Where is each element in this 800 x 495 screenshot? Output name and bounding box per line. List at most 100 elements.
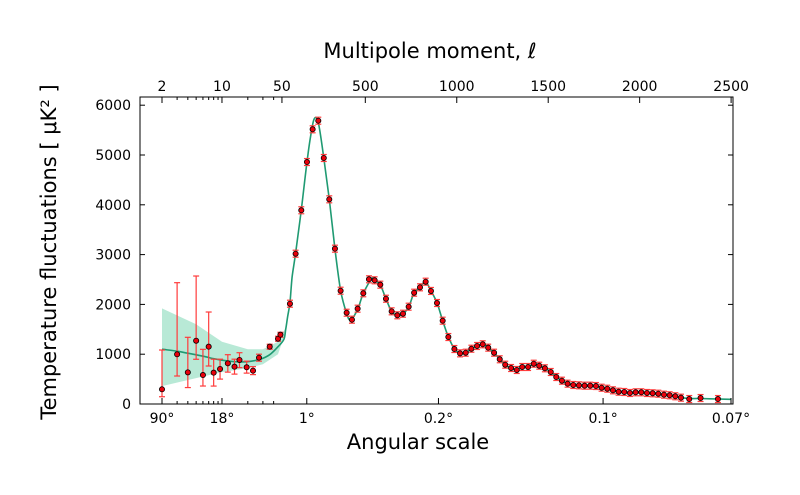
bottom-tick-label: 18° [210, 411, 235, 427]
data-point [491, 349, 498, 356]
data-point [243, 364, 250, 371]
y-axis-title: Temperature fluctuations [ μK² ] [37, 84, 61, 420]
bottom-tick-label: 1° [299, 411, 315, 427]
data-point [277, 331, 284, 338]
x-axis-title: Angular scale [347, 430, 489, 454]
data-point [217, 365, 224, 372]
data-point [615, 388, 622, 395]
data-point [598, 384, 605, 391]
y-tick-label: 0 [122, 397, 131, 413]
data-point [714, 396, 721, 403]
data-point [439, 317, 446, 324]
data-point [462, 349, 469, 356]
data-point [697, 395, 704, 402]
data-point [638, 389, 645, 396]
data-point [205, 343, 212, 350]
data-point [382, 295, 389, 302]
data-point [609, 387, 616, 394]
y-tick-label: 1000 [95, 347, 131, 363]
axes-layer: 0 1000 2000 3000 4000 5000 6000 2 10 50 500 1000 150… [95, 79, 750, 427]
data-point [348, 316, 355, 323]
data-point [434, 300, 441, 307]
y-tick-label: 4000 [95, 198, 131, 214]
y-tick-label: 6000 [95, 98, 131, 114]
data-point [672, 393, 679, 400]
data-point [468, 345, 475, 352]
top-tick-label: 1000 [439, 79, 475, 95]
data-point [394, 312, 401, 319]
data-point [315, 117, 322, 124]
top-tick-label: 2500 [713, 79, 749, 95]
data-point [587, 382, 594, 389]
data-point [303, 159, 310, 166]
data-point [445, 334, 452, 341]
data-point [365, 276, 372, 283]
data-point [632, 389, 639, 396]
data-point [427, 287, 434, 294]
data-point [298, 207, 305, 214]
data-point [210, 369, 217, 376]
data-point [479, 341, 486, 348]
plot-frame [139, 96, 734, 405]
data-point [174, 351, 181, 358]
data-point [525, 363, 532, 370]
top-tick-label: 1500 [530, 79, 566, 95]
data-point [416, 284, 423, 291]
data-point [558, 377, 565, 384]
data-point [564, 380, 571, 387]
data-point [255, 354, 262, 361]
data-point [343, 309, 350, 316]
data-point [655, 390, 662, 397]
data-point [236, 356, 243, 363]
data-point [666, 392, 673, 399]
data-point [541, 365, 548, 372]
data-point [377, 281, 384, 288]
data-point [360, 290, 367, 297]
data-point [621, 388, 628, 395]
data-point [575, 382, 582, 389]
data-point [643, 389, 650, 396]
data-point [399, 310, 406, 317]
data-point [320, 154, 327, 161]
data-point [451, 346, 458, 353]
cosmic-variance-band-layer [162, 308, 285, 387]
data-point [326, 196, 333, 203]
data-point [405, 303, 412, 310]
data-point [199, 372, 206, 379]
data-point [496, 356, 503, 363]
data-point [508, 364, 515, 371]
data-point [422, 278, 429, 285]
data-point [388, 308, 395, 315]
data-points-layer [158, 117, 721, 403]
data-point [626, 389, 633, 396]
error-bar [174, 282, 181, 377]
data-point [266, 343, 273, 350]
data-point [224, 360, 231, 367]
data-point [677, 394, 684, 401]
cosmic-variance-band [162, 308, 285, 387]
data-point [354, 305, 361, 312]
top-tick-label: 50 [273, 79, 291, 95]
error-bar [193, 275, 200, 360]
bottom-tick-label: 0.1° [588, 411, 617, 427]
data-point [660, 391, 667, 398]
data-point [553, 374, 560, 381]
data-point [536, 362, 543, 369]
top-tick-label: 500 [352, 79, 379, 95]
error-bar [205, 311, 212, 367]
error-bar [184, 336, 191, 389]
top-tick-label: 2000 [622, 79, 658, 95]
data-point [530, 360, 537, 367]
data-point [250, 367, 257, 374]
data-point [547, 368, 554, 375]
data-point [193, 337, 200, 344]
data-point [513, 366, 520, 373]
data-point [686, 396, 693, 403]
y-tick-label: 3000 [95, 248, 131, 264]
error-bar [199, 348, 206, 387]
data-point [331, 245, 338, 252]
top-tick-label: 2 [158, 79, 167, 95]
data-point [411, 289, 418, 296]
data-point [457, 350, 464, 357]
